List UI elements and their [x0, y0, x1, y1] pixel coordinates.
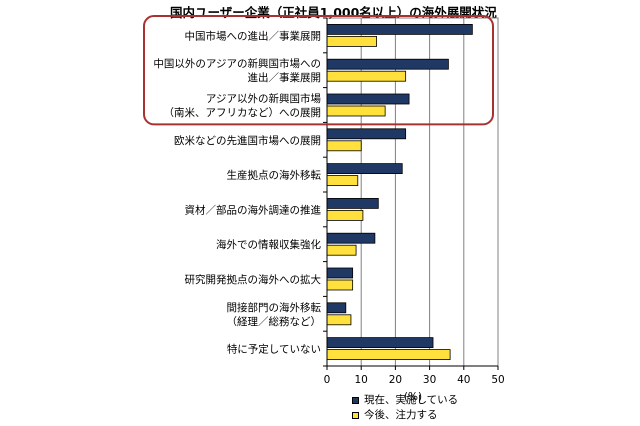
bar-current — [326, 197, 379, 209]
bar-current — [326, 23, 473, 35]
bar-current — [326, 93, 410, 105]
legend-label-future: 今後、注力する — [364, 409, 438, 421]
category-label: 進出／事業展開 — [248, 71, 322, 84]
category-label: 欧米などの先進国市場への展開 — [174, 134, 321, 147]
plot-area — [326, 17, 499, 367]
bar-future — [326, 70, 407, 82]
bar-future — [326, 175, 359, 187]
legend-label-current: 現在、実施している — [364, 394, 459, 406]
x-tick-label: 30 — [423, 374, 436, 386]
legend-item-current: 現在、実施している — [352, 393, 458, 408]
bar-current — [326, 302, 347, 314]
legend: 現在、実施している 今後、注力する — [352, 393, 458, 423]
bar-future — [326, 209, 364, 221]
category-label: 生産拠点の海外移転 — [227, 169, 322, 182]
category-label: 間接部門の海外移転 — [227, 301, 322, 314]
bar-current — [326, 58, 449, 70]
bar-future — [326, 349, 451, 361]
bar-future — [326, 314, 352, 326]
bar-current — [326, 232, 376, 244]
category-label: 特に予定していない — [227, 343, 321, 356]
bar-future — [326, 140, 362, 152]
legend-swatch-future — [352, 412, 359, 419]
x-tick-label: 20 — [389, 374, 402, 386]
category-label: 資材／部品の海外調達の推進 — [185, 203, 322, 216]
legend-swatch-current — [352, 397, 359, 404]
legend-item-future: 今後、注力する — [352, 408, 458, 423]
bar-current — [326, 163, 403, 175]
category-label: 海外での情報収集強化 — [216, 238, 321, 251]
category-label: （南米、アフリカなど）への展開 — [164, 106, 322, 119]
x-tick-label: 10 — [355, 374, 368, 386]
x-tick-label: 50 — [491, 374, 504, 386]
bar-current — [326, 128, 407, 140]
bar-current — [326, 337, 434, 349]
category-label: 中国市場への進出／事業展開 — [185, 29, 322, 42]
bar-future — [326, 244, 357, 256]
category-label: 中国以外のアジアの新興国市場への — [153, 57, 321, 70]
category-label: 研究開発拠点の海外への拡大 — [185, 273, 322, 286]
x-axis-label: (%) — [404, 391, 422, 403]
category-label: アジア以外の新興国市場 — [206, 92, 322, 105]
bar-future — [326, 279, 354, 291]
bar-current — [326, 267, 354, 279]
bar-future — [326, 36, 377, 47]
x-tick-label: 40 — [457, 374, 470, 386]
highlight-box — [143, 15, 494, 126]
category-label: （経理／総務など） — [227, 315, 322, 328]
x-tick-label: 0 — [324, 374, 331, 386]
bar-future — [326, 105, 386, 117]
